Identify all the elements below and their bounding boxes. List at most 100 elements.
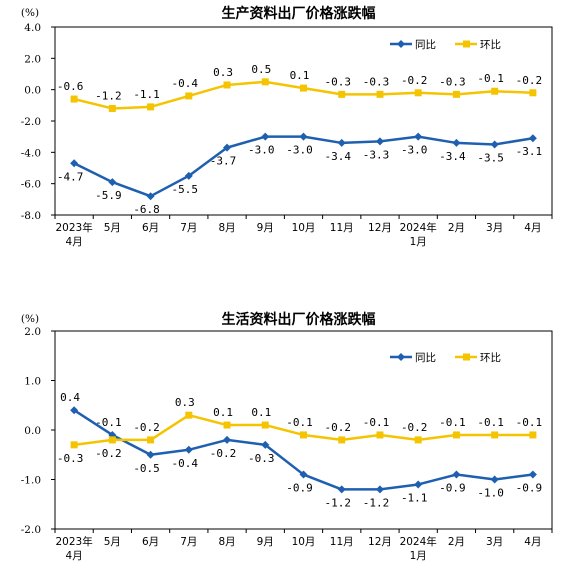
plot-frame [54, 26, 553, 216]
x-tick-label: 12月 [368, 536, 392, 548]
x-tick-label: 9月 [257, 222, 274, 234]
data-point-mom [376, 90, 384, 98]
data-point-mom [147, 436, 155, 444]
data-label-yoy: -4.7 [57, 170, 84, 183]
legend-label-yoy: 同比 [415, 38, 436, 51]
x-tick-label: 4月 [524, 222, 541, 234]
chart-producer-goods: 生产资料出厂价格涨跌幅 (%) 4.0 2.0 0.0 -2.0 -4.0 -6.0 -8.0 2… [21, 5, 553, 248]
y-tick-label: -2.0 [21, 116, 41, 128]
data-point-yoy [528, 134, 537, 143]
data-label-yoy: -0.2 [210, 447, 237, 460]
data-point-mom [185, 92, 193, 100]
data-point-yoy [528, 470, 537, 479]
data-label-yoy: -0.9 [439, 482, 466, 495]
data-label-mom: -0.4 [172, 77, 199, 90]
data-point-mom [529, 431, 537, 439]
data-point-mom [529, 89, 537, 97]
data-point-mom [376, 431, 384, 439]
data-label-yoy: -3.7 [210, 155, 237, 168]
data-point-mom [414, 436, 422, 444]
data-label-yoy: -0.9 [516, 482, 543, 495]
y-tick-label: -8.0 [21, 210, 41, 222]
data-label-mom: -0.2 [95, 447, 122, 460]
x-tick-label: 7月 [180, 536, 197, 548]
data-point-mom [414, 89, 422, 97]
x-tick-label: 11月 [330, 222, 354, 234]
data-point-yoy [261, 440, 270, 449]
data-label-mom: 0.1 [213, 406, 233, 419]
data-label-mom: -0.1 [286, 416, 313, 429]
data-point-mom [70, 441, 78, 449]
data-point-yoy [414, 480, 423, 489]
data-label-yoy: -1.2 [363, 496, 390, 509]
legend-label-yoy: 同比 [415, 351, 436, 364]
data-label-mom: -0.1 [516, 416, 543, 429]
data-point-yoy [223, 143, 232, 152]
data-label-yoy: -1.0 [477, 487, 504, 500]
data-point-yoy [490, 140, 499, 149]
x-tick-label-line2: 1月 [410, 550, 427, 562]
x-tick-label: 2月 [448, 222, 465, 234]
data-point-yoy [70, 159, 79, 168]
data-point-yoy [375, 137, 384, 146]
y-axis-unit: (%) [21, 313, 39, 325]
data-label-yoy: -0.3 [248, 452, 275, 465]
data-label-mom: -0.2 [324, 421, 351, 434]
data-point-yoy [490, 475, 499, 484]
data-point-yoy [299, 470, 308, 479]
data-label-yoy: -0.5 [133, 462, 160, 475]
data-label-yoy: -0.1 [95, 416, 122, 429]
legend-marker-mom [463, 40, 470, 48]
data-point-mom [491, 431, 499, 439]
data-label-yoy: -3.0 [248, 144, 275, 157]
y-axis-unit: (%) [21, 7, 39, 19]
data-label-mom: -0.3 [439, 75, 466, 88]
data-point-yoy [70, 406, 79, 415]
data-point-yoy [452, 138, 461, 147]
data-label-mom: 0.5 [251, 63, 271, 76]
y-tick-label: 1.0 [24, 376, 41, 388]
legend-marker-yoy [397, 40, 405, 48]
x-tick-label: 7月 [180, 222, 197, 234]
x-tick-label-line2: 4月 [66, 550, 83, 562]
data-label-yoy: -3.1 [516, 145, 543, 158]
x-tick-label: 10月 [292, 222, 316, 234]
data-label-mom: -0.1 [363, 416, 390, 429]
data-label-mom: 0.1 [290, 69, 310, 82]
data-label-yoy: -1.2 [324, 496, 351, 509]
data-point-mom [185, 411, 193, 419]
data-label-yoy: -0.4 [172, 457, 199, 470]
data-label-mom: 0.3 [175, 396, 195, 409]
y-tick-label: -4.0 [21, 147, 41, 159]
x-tick-label: 2024年 [400, 535, 437, 548]
x-tick-label: 4月 [524, 536, 541, 548]
data-label-mom: -0.3 [57, 452, 84, 465]
chart-consumer-goods: 生活资料出厂价格涨跌幅 (%)2.0 1.0 0.0 -1.0 -2.0 2023年 4月 5月… [21, 311, 553, 562]
data-label-mom: -0.1 [439, 416, 466, 429]
data-point-mom [300, 431, 307, 439]
chart-title: 生活资料出厂价格涨跌幅 [222, 311, 376, 328]
data-label-yoy: -1.1 [401, 491, 428, 504]
x-tick-label: 9月 [257, 536, 274, 548]
y-tick-label: -1.0 [21, 475, 41, 487]
data-point-mom [108, 436, 116, 444]
y-tick-label: -6.0 [21, 179, 41, 191]
data-label-mom: 0.3 [213, 66, 233, 79]
x-tick-label: 2月 [448, 536, 465, 548]
x-tick-label: 11月 [330, 536, 354, 548]
data-label-mom: -0.3 [363, 75, 390, 88]
data-point-mom [108, 104, 116, 112]
data-point-mom [223, 421, 231, 429]
x-tick-label: 5月 [104, 222, 121, 234]
data-label-mom: -1.1 [133, 88, 160, 101]
x-tick-label: 2023年 [55, 535, 92, 548]
data-label-yoy: -3.4 [324, 150, 351, 163]
data-point-mom [261, 78, 269, 86]
data-point-yoy [337, 485, 346, 494]
data-point-yoy [146, 192, 155, 201]
data-label-yoy: 0.4 [60, 391, 80, 404]
x-tick-label: 5月 [104, 536, 121, 548]
data-label-yoy: -3.5 [477, 152, 504, 165]
x-tick-label: 12月 [368, 222, 392, 234]
chart-title: 生产资料出厂价格涨跌幅 [222, 5, 376, 22]
